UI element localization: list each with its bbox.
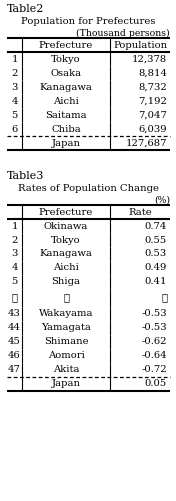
- Text: 44: 44: [8, 324, 21, 333]
- Text: 0.55: 0.55: [145, 235, 167, 244]
- Text: -0.72: -0.72: [141, 366, 167, 375]
- Text: Aomori: Aomori: [48, 352, 84, 361]
- Text: 4: 4: [11, 264, 18, 273]
- Text: Japan: Japan: [52, 379, 80, 388]
- Text: -0.64: -0.64: [141, 352, 167, 361]
- Text: -0.53: -0.53: [141, 324, 167, 333]
- Text: 4: 4: [11, 97, 18, 106]
- Text: 2: 2: [11, 235, 18, 244]
- Text: 5: 5: [11, 111, 18, 120]
- Text: 43: 43: [8, 310, 21, 319]
- Text: ⋮: ⋮: [63, 294, 69, 303]
- Text: Yamagata: Yamagata: [41, 324, 91, 333]
- Text: 0.49: 0.49: [145, 264, 167, 273]
- Text: 0.53: 0.53: [145, 249, 167, 259]
- Text: 6,039: 6,039: [138, 125, 167, 133]
- Text: Population for Prefectures: Population for Prefectures: [21, 17, 156, 26]
- Text: Wakayama: Wakayama: [39, 310, 93, 319]
- Text: Aichi: Aichi: [53, 264, 79, 273]
- Text: -0.53: -0.53: [141, 310, 167, 319]
- Text: Prefecture: Prefecture: [39, 41, 93, 50]
- Text: Shimane: Shimane: [44, 338, 88, 347]
- Text: Table2: Table2: [7, 4, 44, 14]
- Text: Kanagawa: Kanagawa: [40, 83, 92, 92]
- Text: Osaka: Osaka: [51, 69, 81, 78]
- Text: 5: 5: [11, 278, 18, 287]
- Text: Akita: Akita: [53, 366, 79, 375]
- Text: Prefecture: Prefecture: [39, 207, 93, 216]
- Text: Population: Population: [113, 41, 167, 50]
- Text: 46: 46: [8, 352, 21, 361]
- Text: Table3: Table3: [7, 171, 44, 181]
- Text: 8,814: 8,814: [138, 69, 167, 78]
- Text: 12,378: 12,378: [132, 55, 167, 64]
- Text: 3: 3: [11, 83, 18, 92]
- Text: Japan: Japan: [52, 138, 80, 147]
- Text: Saitama: Saitama: [45, 111, 87, 120]
- Text: 7,192: 7,192: [138, 97, 167, 106]
- Text: Rate: Rate: [128, 207, 152, 216]
- Text: 0.05: 0.05: [145, 379, 167, 388]
- Text: Tokyo: Tokyo: [51, 235, 81, 244]
- Text: 3: 3: [11, 249, 18, 259]
- Text: 6: 6: [11, 125, 18, 133]
- Text: Tokyo: Tokyo: [51, 55, 81, 64]
- Text: Chiba: Chiba: [51, 125, 81, 133]
- Text: 7,047: 7,047: [138, 111, 167, 120]
- Text: Aichi: Aichi: [53, 97, 79, 106]
- Text: Rates of Population Change: Rates of Population Change: [18, 184, 159, 193]
- Text: (%): (%): [154, 196, 170, 205]
- Text: 2: 2: [11, 69, 18, 78]
- Text: Kanagawa: Kanagawa: [40, 249, 92, 259]
- Text: Shiga: Shiga: [52, 278, 80, 287]
- Text: 0.41: 0.41: [144, 278, 167, 287]
- Text: 1: 1: [11, 221, 18, 230]
- Text: 1: 1: [11, 55, 18, 64]
- Text: 0.74: 0.74: [145, 221, 167, 230]
- Text: (Thousand persons): (Thousand persons): [76, 29, 170, 38]
- Text: 47: 47: [8, 366, 21, 375]
- Text: 8,732: 8,732: [138, 83, 167, 92]
- Text: -0.62: -0.62: [142, 338, 167, 347]
- Text: 127,687: 127,687: [125, 138, 167, 147]
- Text: 45: 45: [8, 338, 21, 347]
- Text: Okinawa: Okinawa: [44, 221, 88, 230]
- Text: ⋮: ⋮: [11, 294, 17, 303]
- Text: ⋮: ⋮: [161, 294, 167, 303]
